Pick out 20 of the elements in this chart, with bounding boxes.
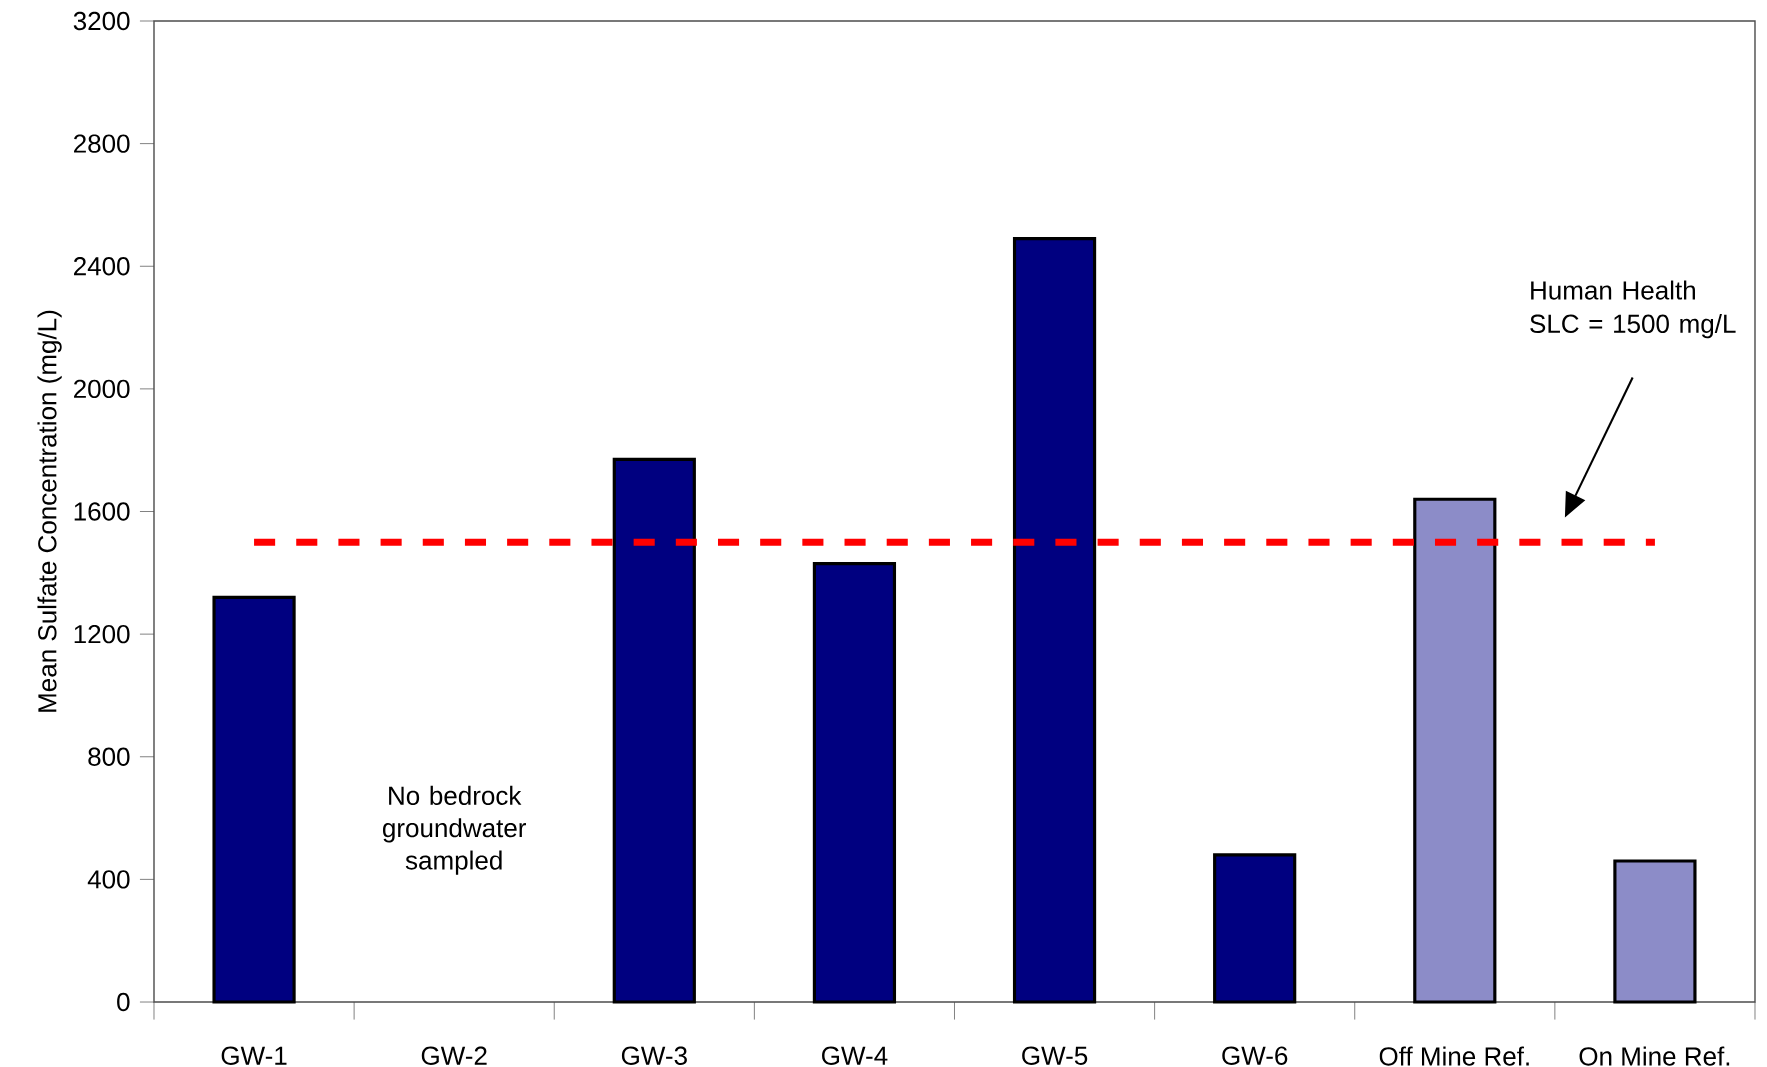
x-tick-label: GW-2 (421, 1046, 487, 1065)
y-tick-label: 1200 (74, 624, 130, 644)
x-tick-label: GW-3 (621, 1046, 687, 1065)
y-tick-label: 0 (117, 992, 130, 1012)
y-tick-label: 2000 (74, 379, 130, 399)
x-tick-label: GW-4 (822, 1046, 888, 1065)
y-axis-title: Mean Sulfate Concentration (mg/L) (37, 310, 62, 712)
y-tick-label: 2800 (74, 134, 130, 153)
x-tick-label: GW-5 (1022, 1046, 1088, 1065)
x-tick-label: Off Mine Ref. (1379, 1046, 1529, 1066)
y-tick-label: 1600 (74, 502, 130, 521)
y-tick-label: 3200 (73, 11, 130, 31)
x-tick-label: GW-1 (221, 1046, 287, 1065)
y-tick-label: 2400 (74, 257, 130, 276)
x-tick-label: GW-6 (1222, 1046, 1288, 1065)
y-tick-label: 800 (88, 747, 130, 766)
x-tick-label: On Mine Ref. (1579, 1046, 1730, 1066)
y-tick-label: 400 (87, 870, 130, 889)
annotation: Human Health SLC = 1500 mg/L (1530, 280, 1736, 339)
annotation: No bedrock groundwater sampled (383, 785, 526, 875)
